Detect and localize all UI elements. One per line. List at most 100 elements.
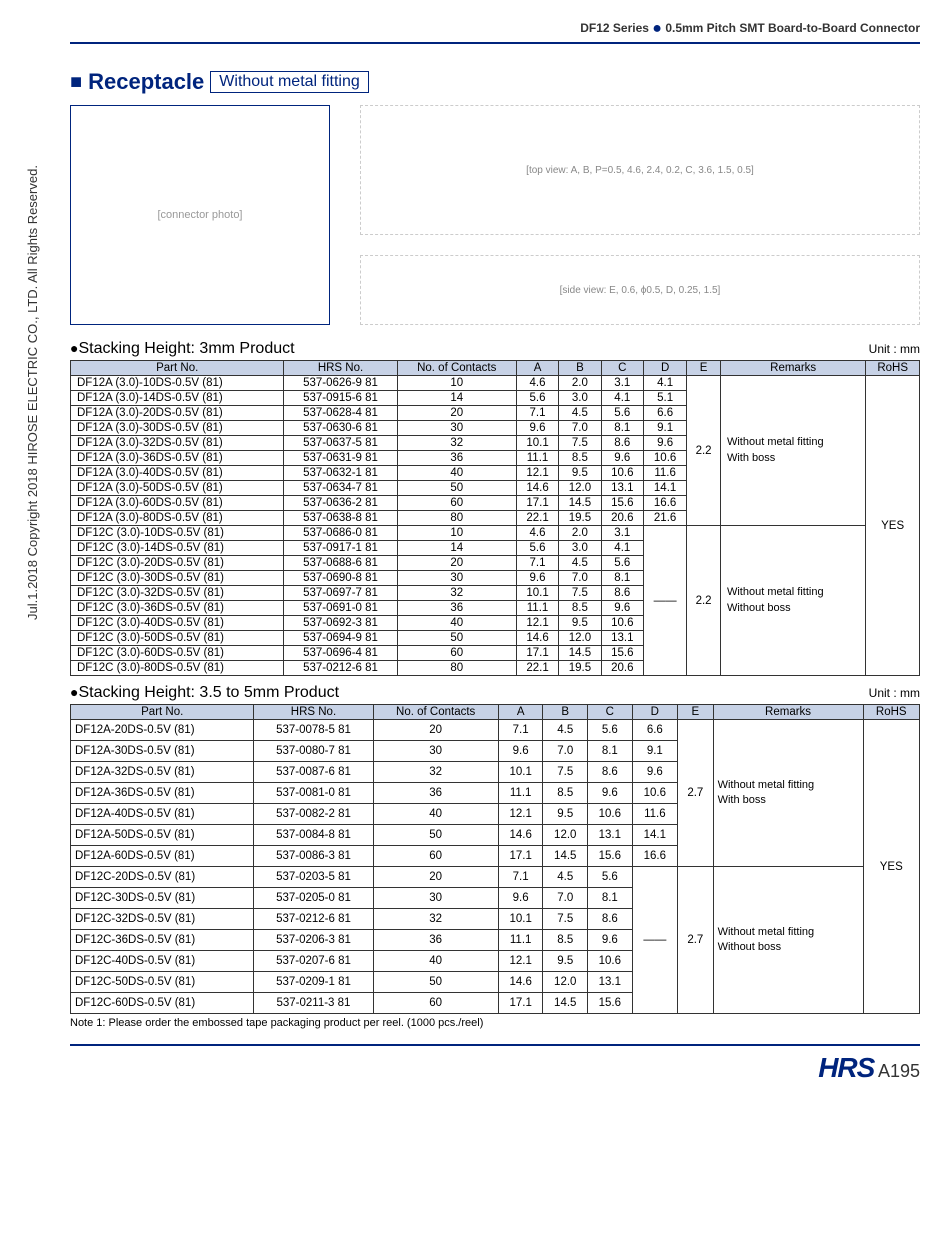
col-header: Part No. [71,705,254,720]
dim-d: 9.6 [632,762,677,783]
rohs: YES [866,376,920,676]
dim-d: 21.6 [644,511,687,526]
spec-table-1: Part No.HRS No.No. of ContactsABCDERemar… [70,360,920,676]
dim-b: 7.0 [543,741,588,762]
part-no: DF12C-36DS-0.5V (81) [71,930,254,951]
part-no: DF12C-40DS-0.5V (81) [71,951,254,972]
dim-c: 10.6 [588,804,633,825]
part-no: DF12C (3.0)-40DS-0.5V (81) [71,616,284,631]
col-header: Remarks [720,361,865,376]
dim-b: 8.5 [559,451,601,466]
dim-c: 13.1 [601,481,643,496]
hrs-no: 537-0078-5 81 [254,720,373,741]
hrs-no: 537-0205-0 81 [254,888,373,909]
dim-b: 8.5 [543,783,588,804]
col-header: Part No. [71,361,284,376]
col-header: E [687,361,721,376]
table1-unit: Unit : mm [869,342,920,356]
contacts: 50 [373,825,498,846]
part-no: DF12C (3.0)-50DS-0.5V (81) [71,631,284,646]
dim-c: 15.6 [588,846,633,867]
part-no: DF12C (3.0)-60DS-0.5V (81) [71,646,284,661]
dim-a: 22.1 [516,511,558,526]
table-row: DF12C-20DS-0.5V (81)537-0203-5 81207.14.… [71,867,920,888]
contacts: 36 [373,783,498,804]
dim-a: 10.1 [516,436,558,451]
dim-d: 16.6 [632,846,677,867]
part-no: DF12A-40DS-0.5V (81) [71,804,254,825]
hrs-no: 537-0630-6 81 [284,421,397,436]
dim-a: 22.1 [516,661,558,676]
dim-a: 12.1 [498,804,543,825]
dim-d: 14.1 [644,481,687,496]
dim-d: 10.6 [644,451,687,466]
dim-a: 7.1 [498,867,543,888]
hrs-no: 537-0080-7 81 [254,741,373,762]
dim-b: 14.5 [559,646,601,661]
dim-b: 14.5 [543,846,588,867]
dim-a: 7.1 [498,720,543,741]
hrs-no: 537-0626-9 81 [284,376,397,391]
contacts: 20 [373,720,498,741]
dim-d: 5.1 [644,391,687,406]
col-header: No. of Contacts [373,705,498,720]
contacts: 80 [397,511,516,526]
dim-b: 8.5 [559,601,601,616]
contacts: 40 [373,804,498,825]
contacts: 20 [397,406,516,421]
dim-a: 4.6 [516,526,558,541]
diagram-column: [top view: A, B, P=0.5, 4.6, 2.4, 0.2, C… [360,105,920,325]
col-header: C [601,361,643,376]
table2-heading: ●Stacking Height: 3.5 to 5mm Product Uni… [70,684,920,702]
series-name: DF12 Series [580,21,649,35]
page-number: A195 [878,1061,920,1081]
figure-row: [connector photo] [top view: A, B, P=0.5… [70,105,920,325]
dim-a: 5.6 [516,541,558,556]
dim-a: 17.1 [498,846,543,867]
dim-a: 9.6 [498,741,543,762]
contacts: 20 [373,867,498,888]
part-no: DF12C-32DS-0.5V (81) [71,909,254,930]
dim-b: 9.5 [543,804,588,825]
dim-b: 8.5 [543,930,588,951]
hrs-no: 537-0209-1 81 [254,972,373,993]
dim-c: 8.6 [588,909,633,930]
page-footer: HRS A195 [70,1052,920,1084]
dim-b: 4.5 [559,406,601,421]
contacts: 30 [373,741,498,762]
header-dot-icon: ● [652,20,662,37]
dim-d: 9.1 [632,741,677,762]
dim-d: 6.6 [644,406,687,421]
col-header: Remarks [713,705,863,720]
part-no: DF12C (3.0)-32DS-0.5V (81) [71,586,284,601]
dim-b: 2.0 [559,526,601,541]
hrs-no: 537-0692-3 81 [284,616,397,631]
remarks: Without metal fittingWithout boss [713,867,863,1014]
col-header: HRS No. [254,705,373,720]
hrs-no: 537-0086-3 81 [254,846,373,867]
dim-b: 7.5 [559,586,601,601]
copyright-side: Jul.1.2018 Copyright 2018 HIROSE ELECTRI… [25,165,40,620]
col-header: RoHS [866,361,920,376]
dim-a: 11.1 [516,451,558,466]
dim-d: 10.6 [632,783,677,804]
part-no: DF12C-50DS-0.5V (81) [71,972,254,993]
product-photo: [connector photo] [70,105,330,325]
dim-c: 10.6 [601,616,643,631]
dim-a: 10.1 [498,762,543,783]
contacts: 30 [397,571,516,586]
part-no: DF12C (3.0)-30DS-0.5V (81) [71,571,284,586]
dim-a: 9.6 [498,888,543,909]
hrs-no: 537-0212-6 81 [254,909,373,930]
dim-c: 9.6 [588,930,633,951]
dim-c: 3.1 [601,526,643,541]
dim-e: 2.2 [687,376,721,526]
table-row: DF12C (3.0)-10DS-0.5V (81)537-0686-0 811… [71,526,920,541]
dim-b: 4.5 [543,867,588,888]
col-header: B [559,361,601,376]
dim-b: 7.0 [559,421,601,436]
part-no: DF12A-20DS-0.5V (81) [71,720,254,741]
hrs-no: 537-0632-1 81 [284,466,397,481]
table-row: DF12A (3.0)-10DS-0.5V (81)537-0626-9 811… [71,376,920,391]
dim-d: —— [632,867,677,1014]
